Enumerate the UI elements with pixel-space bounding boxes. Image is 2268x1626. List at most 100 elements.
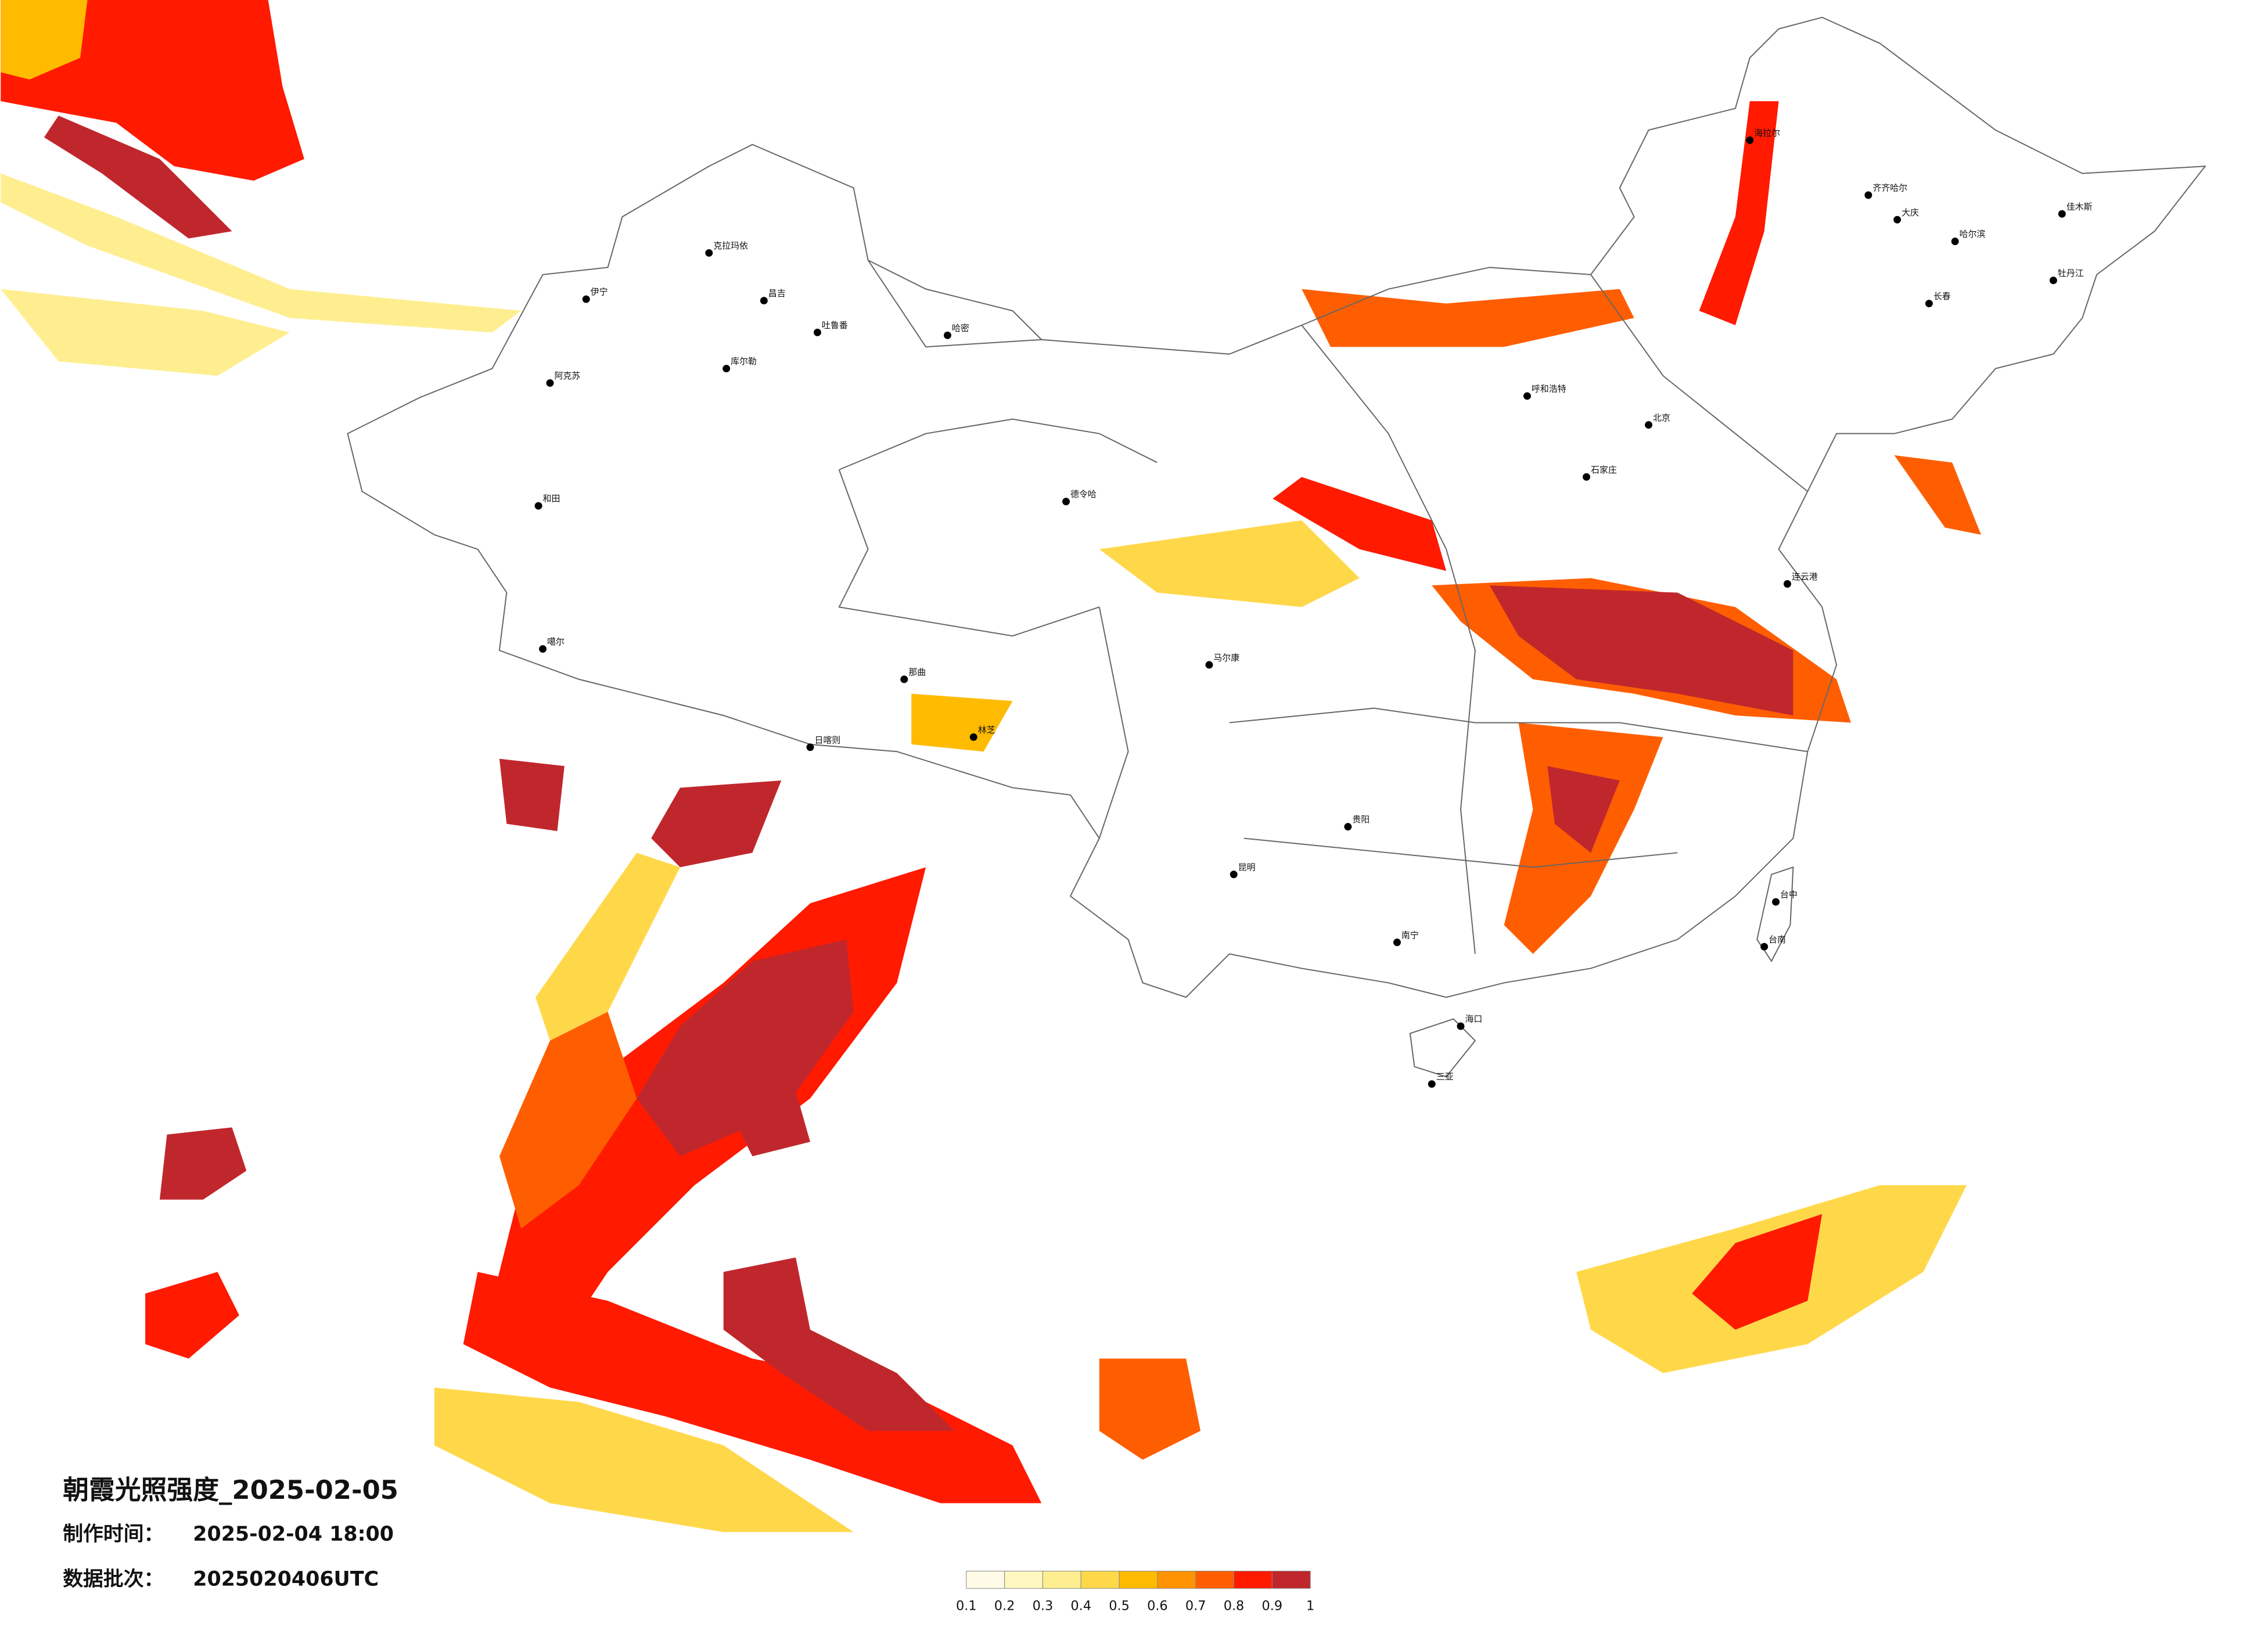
city-dot [1523, 392, 1531, 400]
colorbar-segment [1004, 1570, 1043, 1589]
province-line [1243, 837, 1678, 868]
province-line [1229, 707, 1808, 753]
colorbar-segment [1157, 1570, 1196, 1589]
city-dot [943, 331, 951, 339]
country-outline [347, 16, 2206, 998]
city-dot [539, 645, 547, 653]
city-label: 南宁 [1401, 930, 1419, 940]
city-label: 伊宁 [591, 287, 608, 297]
city-label: 德令哈 [1070, 489, 1097, 499]
province-line [839, 418, 1158, 470]
city-label: 长春 [1933, 291, 1951, 301]
city-label: 日喀则 [814, 735, 840, 745]
island-outline [1409, 1018, 1476, 1078]
city-label: 昌吉 [768, 288, 786, 298]
city-dot [1457, 1022, 1465, 1030]
city-dot [1893, 215, 1902, 224]
heat-region [723, 1091, 810, 1157]
city-label: 台中 [1780, 890, 1798, 900]
heat-region [1273, 477, 1447, 571]
island-outline [1756, 866, 1794, 963]
colorbar-segment [1119, 1570, 1158, 1589]
heat-region [535, 852, 680, 1041]
heat-region [637, 939, 854, 1157]
city-label: 库尔勒 [731, 356, 757, 366]
city-label: 海口 [1465, 1014, 1482, 1024]
city-label: 吐鲁番 [822, 320, 848, 330]
city-dot [2058, 210, 2066, 218]
made-label: 制作时间： [63, 1523, 164, 1546]
city-label: 和田 [543, 494, 560, 504]
colorbar-tick-label: 0.4 [1070, 1599, 1091, 1614]
province-line [1590, 274, 1808, 492]
colorbar-tick-label: 0.5 [1109, 1599, 1130, 1614]
colorbar-tick-label: 0.3 [1033, 1599, 1054, 1614]
heat-region [1489, 585, 1793, 715]
heat-region [1692, 1214, 1823, 1330]
city-label: 大庆 [1902, 207, 1919, 218]
city-label: 克拉玛依 [713, 240, 748, 251]
heat-region [1099, 520, 1360, 607]
heat-region [1699, 101, 1779, 325]
heat-region [1547, 766, 1620, 853]
colorbar-tick-label: 0.6 [1147, 1599, 1168, 1614]
city-dot [534, 502, 542, 510]
colorbar-tick-label: 0.8 [1224, 1599, 1245, 1614]
city-label: 哈密 [952, 323, 969, 333]
city-dot [1645, 421, 1653, 429]
heat-region [145, 1272, 239, 1359]
city-dot [1393, 938, 1401, 947]
heat-region [651, 780, 782, 868]
province-line [838, 469, 1100, 637]
heat-region [911, 693, 1013, 752]
city-label: 台南 [1769, 934, 1786, 945]
city-dot [1205, 661, 1213, 669]
title: 朝霞光照强度_2025-02-05 [63, 1474, 398, 1505]
colorbar-tick-label: 1 [1306, 1599, 1314, 1614]
batch: 2025020406UTC [193, 1567, 379, 1591]
city-label: 贵阳 [1352, 814, 1370, 825]
heat-region [1302, 289, 1634, 347]
colorbar-tick-label: 0.2 [994, 1599, 1015, 1614]
colorbar-tick-label: 0.7 [1185, 1599, 1206, 1614]
colorbar-segment [1234, 1570, 1273, 1589]
city-label: 佳木斯 [2066, 202, 2093, 212]
colorbar-segment [1271, 1570, 1311, 1589]
city-label: 林芝 [978, 725, 995, 735]
city-label: 那曲 [908, 667, 926, 677]
heat-region [1, 173, 522, 333]
city-dot [969, 733, 977, 741]
city-dot [1746, 136, 1754, 144]
city-label: 昆明 [1238, 862, 1256, 872]
colorbar-segment [966, 1570, 1005, 1589]
heat-region [159, 1127, 247, 1200]
city-dot [1230, 870, 1238, 879]
colorbar: 0.1 0.2 0.3 0.4 0.5 0.6 0.7 0.8 0.9 1 [956, 1570, 1314, 1614]
heat-region [463, 1272, 1042, 1503]
colorbar-tick-label: 0.1 [956, 1599, 977, 1614]
city-label: 连云港 [1792, 571, 1818, 582]
city-dot [1864, 191, 1872, 199]
city-dot [760, 297, 768, 305]
heat-region [44, 116, 232, 239]
province-line [1098, 607, 1129, 839]
city-dot [1062, 498, 1070, 506]
city-label: 海拉尔 [1754, 128, 1780, 138]
city-dot [806, 743, 814, 751]
city-label: 三亚 [1436, 1071, 1454, 1082]
city-dot [813, 328, 821, 336]
city-dot [900, 675, 908, 684]
city-dot [582, 295, 590, 303]
boundaries [347, 16, 2206, 1078]
heat-region [499, 758, 565, 832]
city-label: 石家庄 [1591, 465, 1617, 475]
colorbar-segment [1080, 1570, 1120, 1589]
city-dot [1583, 473, 1590, 481]
heat-region [499, 1012, 637, 1229]
heat-region [1, 0, 88, 80]
city-label: 噶尔 [547, 636, 565, 647]
province-line [1301, 325, 1476, 954]
colorbar-segment [1042, 1570, 1081, 1589]
city-label: 北京 [1653, 412, 1670, 423]
